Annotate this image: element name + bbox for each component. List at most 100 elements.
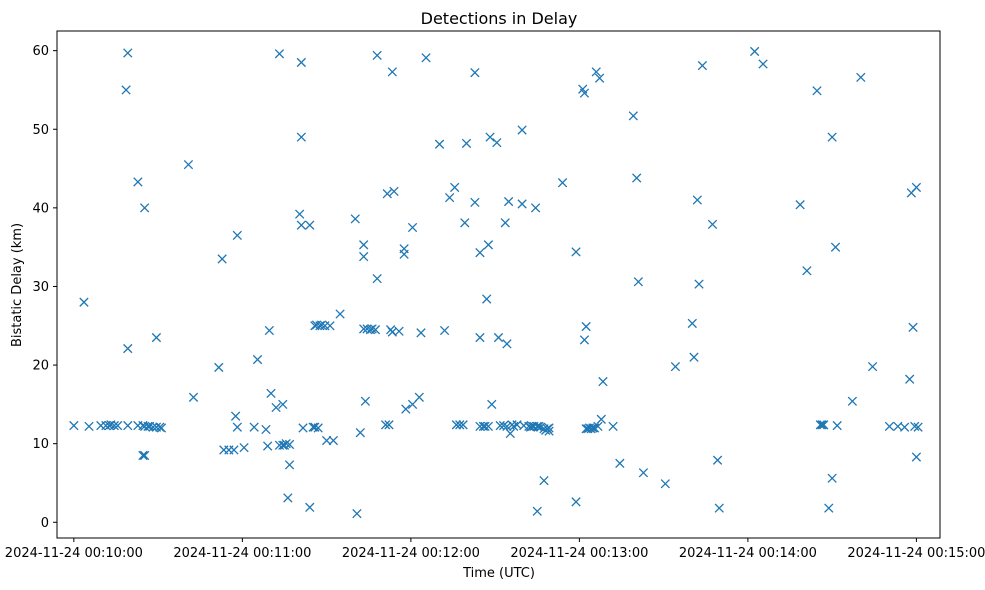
data-point-marker [350, 214, 360, 224]
data-point-marker [908, 322, 918, 332]
data-point-marker [113, 420, 123, 431]
data-point-marker [615, 458, 625, 468]
x-tick-label: 2024-11-24 00:15:00 [847, 546, 985, 561]
chart-title: Detections in Delay [421, 9, 578, 28]
data-point-marker [252, 354, 263, 365]
y-axis-label: Bistatic Delay (km) [10, 223, 25, 347]
data-point-marker [598, 376, 608, 387]
data-point-marker [133, 177, 143, 187]
data-point-marker [460, 218, 470, 228]
data-point-marker [815, 420, 826, 430]
data-point-marker [359, 240, 369, 250]
data-point-marker [579, 88, 590, 98]
data-point-marker [370, 325, 381, 335]
data-point-marker [294, 209, 305, 219]
data-point-marker [123, 48, 133, 58]
data-point-marker [313, 423, 323, 433]
data-point-marker [79, 297, 89, 307]
data-point-marker [749, 46, 760, 57]
data-point-marker [503, 196, 514, 207]
data-point-marker [352, 508, 362, 519]
data-point-marker [633, 277, 644, 287]
data-point-marker [824, 503, 834, 513]
data-point-marker [475, 248, 485, 258]
data-point-marker [470, 197, 480, 208]
data-point-marker [712, 455, 723, 465]
data-point-marker [394, 326, 404, 336]
y-tick-label: 30 [32, 280, 49, 295]
data-point-marker [296, 220, 307, 230]
data-point-marker [458, 420, 468, 430]
data-point-marker [271, 402, 281, 413]
data-point-marker [416, 328, 426, 338]
data-point-marker [387, 67, 397, 77]
data-point-marker [539, 475, 549, 486]
data-point-marker [608, 421, 618, 432]
data-point-marker [283, 493, 293, 503]
data-point-marker [451, 420, 462, 430]
data-point-marker [884, 421, 895, 432]
data-point-marker [910, 421, 920, 432]
data-point-marker [121, 85, 131, 95]
data-point-marker [571, 247, 581, 257]
data-point-marker [183, 159, 194, 170]
data-point-marker [899, 422, 910, 432]
plot-frame [56, 30, 941, 539]
data-point-marker [321, 435, 332, 446]
data-point-marker [281, 439, 291, 449]
x-tick-label: 2024-11-24 00:12:00 [342, 546, 480, 561]
data-point-marker [296, 57, 307, 68]
data-point-marker [139, 450, 150, 461]
x-tick-label: 2024-11-24 00:10:00 [5, 546, 143, 561]
data-point-marker [232, 422, 242, 432]
data-point-marker [380, 420, 391, 430]
x-tick-label: 2024-11-24 00:11:00 [173, 546, 311, 561]
data-point-marker [830, 242, 841, 252]
y-tick-label: 60 [32, 44, 49, 59]
data-markers [69, 46, 923, 519]
x-tick-label: 2024-11-24 00:14:00 [679, 546, 817, 561]
data-point-marker [316, 320, 327, 330]
data-point-marker [274, 49, 285, 59]
data-point-marker [498, 420, 509, 431]
data-point-marker [532, 421, 542, 432]
data-point-marker [660, 479, 670, 489]
data-point-marker [239, 442, 249, 453]
data-point-marker [151, 332, 162, 343]
data-point-marker [802, 266, 812, 276]
data-point-marker [591, 67, 601, 77]
data-point-marker [266, 388, 276, 399]
data-point-marker [389, 186, 399, 197]
data-point-marker [482, 294, 492, 304]
data-point-marker [544, 426, 554, 436]
data-point-marker [188, 392, 199, 402]
data-point-marker [483, 421, 494, 432]
data-point-marker [217, 254, 227, 264]
data-point-marker [911, 182, 922, 193]
data-point-marker [139, 203, 150, 213]
y-tick-label: 0 [41, 516, 49, 531]
data-point-marker [694, 279, 704, 289]
data-point-marker [795, 200, 805, 210]
data-point-marker [367, 324, 377, 334]
data-point-marker [384, 420, 394, 430]
data-point-marker [827, 473, 837, 483]
data-point-marker [500, 218, 510, 228]
data-point-marker [579, 335, 590, 345]
data-point-marker [487, 399, 497, 410]
data-point-marker [359, 251, 369, 262]
data-point-marker [596, 414, 606, 424]
data-point-marker [530, 203, 541, 213]
data-point-marker [628, 111, 638, 121]
data-point-marker [532, 506, 542, 516]
data-point-marker [278, 399, 288, 410]
data-point-marker [758, 59, 768, 69]
data-point-marker [229, 445, 239, 455]
data-point-marker [328, 435, 339, 446]
data-point-marker [372, 273, 382, 284]
data-point-marker [123, 420, 133, 431]
data-point-marker [455, 420, 465, 430]
x-tick-label: 2024-11-24 00:13:00 [510, 546, 648, 561]
data-point-marker [483, 240, 494, 250]
data-point-marker [492, 137, 502, 148]
